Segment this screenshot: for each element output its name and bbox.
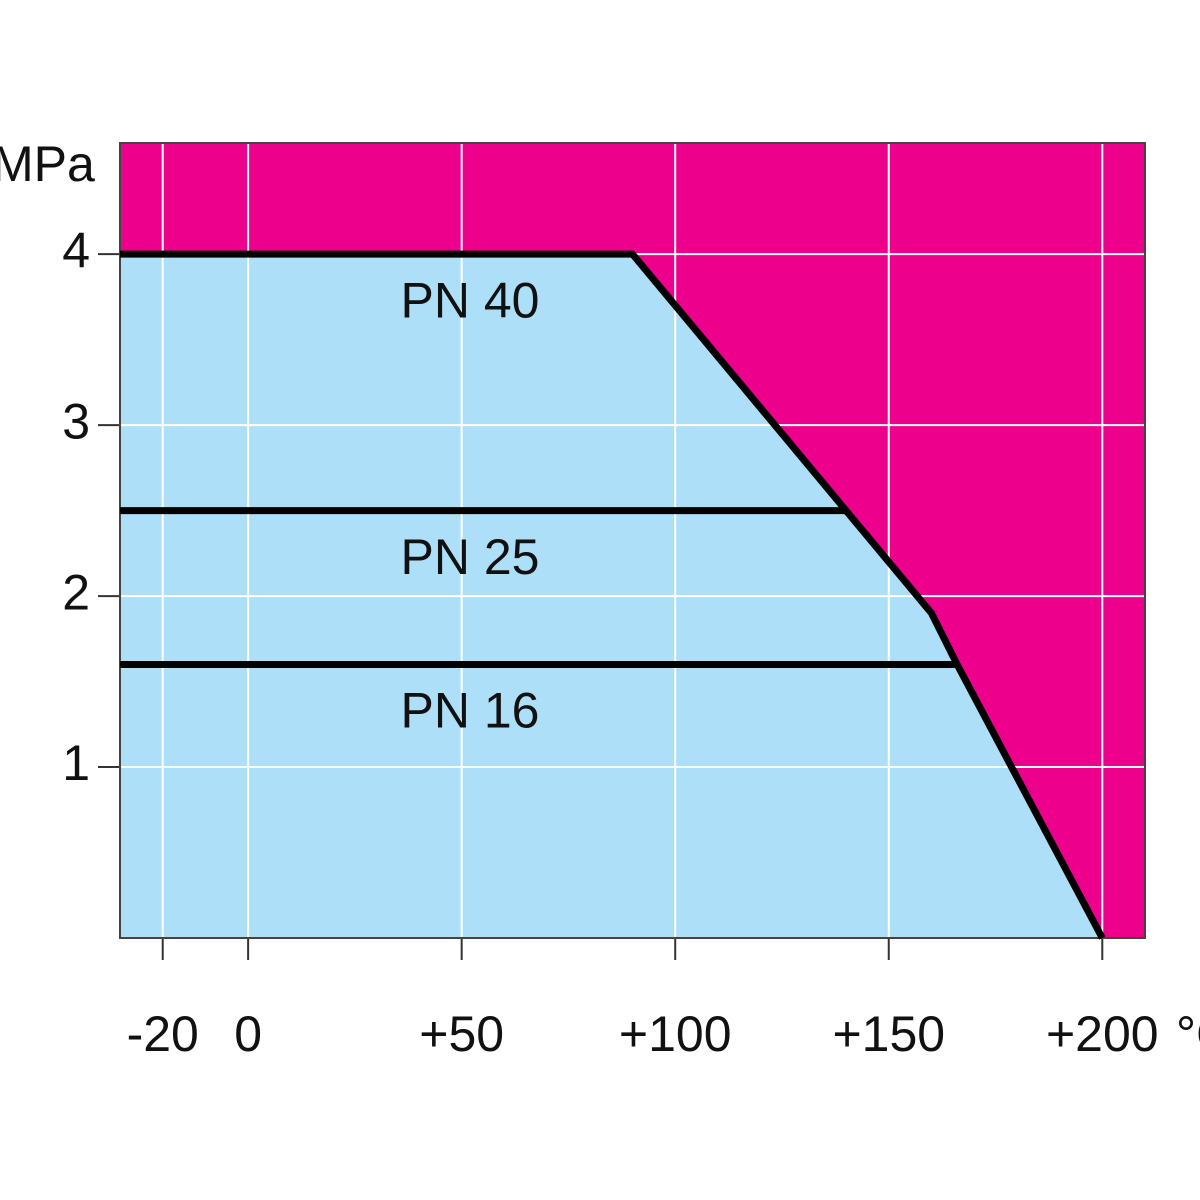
- series-label: PN 40: [401, 272, 540, 328]
- x-tick-label: +200: [1046, 1006, 1159, 1062]
- y-tick-label: 1: [62, 735, 90, 791]
- y-tick-label: 2: [62, 564, 90, 620]
- series-label: PN 16: [401, 683, 540, 739]
- x-axis-label: °C: [1176, 1006, 1200, 1062]
- y-axis-label: MPa: [0, 136, 95, 192]
- plot-frame: [119, 142, 1146, 939]
- x-tick-label: -20: [127, 1006, 199, 1062]
- x-tick-label: +150: [832, 1006, 945, 1062]
- y-tick-label: 4: [62, 222, 90, 278]
- x-tick-label: 0: [234, 1006, 262, 1062]
- series-label: PN 25: [401, 529, 540, 585]
- x-tick-label: +50: [419, 1006, 504, 1062]
- x-tick-label: +100: [619, 1006, 732, 1062]
- y-tick-label: 3: [62, 393, 90, 449]
- pressure-line: [120, 250, 1106, 940]
